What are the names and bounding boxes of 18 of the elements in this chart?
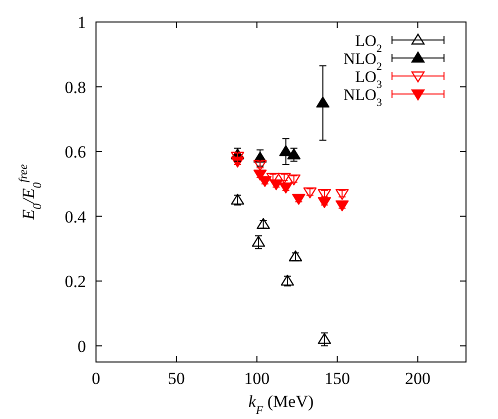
y-tick-label: 0 <box>78 336 86 356</box>
point <box>283 276 292 286</box>
x-tick-label: 0 <box>92 369 100 388</box>
y-tick-label: 0.6 <box>64 142 86 162</box>
legend-label: NLO$_{3}$ <box>344 87 382 109</box>
point <box>320 190 328 198</box>
x-tick-label: 200 <box>404 369 430 388</box>
point <box>234 194 242 206</box>
x-axis-title: k$_{F}$ (MeV) <box>248 392 314 417</box>
y-tick-label: 0.2 <box>64 272 86 292</box>
x-tick-label: 100 <box>244 369 270 388</box>
x-tick-label: 50 <box>168 369 185 388</box>
point <box>287 148 300 160</box>
y-tick-label: 1 <box>78 13 86 32</box>
y-tick-label: 0.8 <box>64 78 86 97</box>
x-tick-label: 150 <box>324 369 350 388</box>
point <box>268 174 277 182</box>
y-tick-label: 0.4 <box>64 207 86 226</box>
